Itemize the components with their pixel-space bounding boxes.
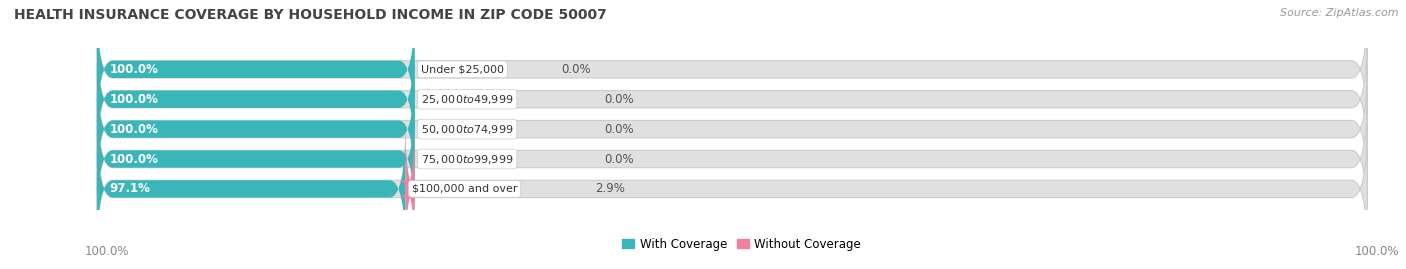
- FancyBboxPatch shape: [97, 33, 1367, 165]
- Text: $75,000 to $99,999: $75,000 to $99,999: [420, 153, 513, 165]
- Text: 2.9%: 2.9%: [595, 182, 626, 195]
- Legend: With Coverage, Without Coverage: With Coverage, Without Coverage: [617, 233, 866, 256]
- Text: $100,000 and over: $100,000 and over: [412, 184, 517, 194]
- FancyBboxPatch shape: [97, 33, 415, 165]
- FancyBboxPatch shape: [97, 3, 1367, 135]
- Text: Under $25,000: Under $25,000: [420, 64, 503, 74]
- Text: 100.0%: 100.0%: [110, 153, 159, 165]
- FancyBboxPatch shape: [97, 123, 1367, 255]
- Text: HEALTH INSURANCE COVERAGE BY HOUSEHOLD INCOME IN ZIP CODE 50007: HEALTH INSURANCE COVERAGE BY HOUSEHOLD I…: [14, 8, 607, 22]
- FancyBboxPatch shape: [97, 3, 415, 135]
- Text: 0.0%: 0.0%: [603, 123, 634, 136]
- Text: Source: ZipAtlas.com: Source: ZipAtlas.com: [1281, 8, 1399, 18]
- Text: 100.0%: 100.0%: [110, 63, 159, 76]
- FancyBboxPatch shape: [97, 93, 415, 225]
- FancyBboxPatch shape: [97, 63, 1367, 195]
- Text: 100.0%: 100.0%: [1354, 245, 1399, 258]
- Text: 0.0%: 0.0%: [561, 63, 591, 76]
- Text: $50,000 to $74,999: $50,000 to $74,999: [420, 123, 513, 136]
- Text: 0.0%: 0.0%: [603, 153, 634, 165]
- Text: 100.0%: 100.0%: [110, 123, 159, 136]
- FancyBboxPatch shape: [97, 63, 415, 195]
- Text: 100.0%: 100.0%: [110, 93, 159, 106]
- FancyBboxPatch shape: [97, 123, 405, 255]
- Text: 0.0%: 0.0%: [603, 93, 634, 106]
- Text: $25,000 to $49,999: $25,000 to $49,999: [420, 93, 513, 106]
- Text: 100.0%: 100.0%: [84, 245, 129, 258]
- Text: 97.1%: 97.1%: [110, 182, 150, 195]
- FancyBboxPatch shape: [399, 123, 422, 255]
- FancyBboxPatch shape: [97, 93, 1367, 225]
